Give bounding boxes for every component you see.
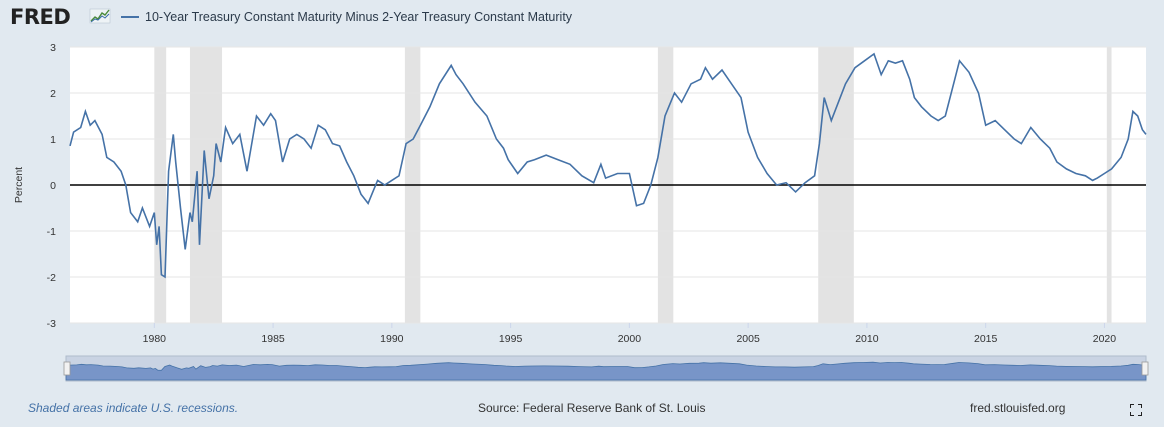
- y-axis-label: Percent: [13, 167, 25, 203]
- legend-swatch: [121, 16, 139, 18]
- y-tick-label: -2: [47, 272, 56, 284]
- y-tick-label: 2: [50, 88, 56, 100]
- x-tick-label: 1980: [143, 333, 167, 345]
- y-tick-label: 3: [50, 42, 56, 54]
- chart-legend[interactable]: 10-Year Treasury Constant Maturity Minus…: [121, 10, 572, 24]
- navigator-handle-right[interactable]: [1141, 361, 1149, 376]
- x-tick-label: 1995: [499, 333, 523, 345]
- x-tick-label: 2000: [618, 333, 642, 345]
- x-tick-label: 2020: [1093, 333, 1117, 345]
- navigator-handle-left[interactable]: [63, 361, 71, 376]
- recession-note: Shaded areas indicate U.S. recessions.: [28, 401, 239, 415]
- y-tick-label: -3: [47, 318, 56, 330]
- y-tick-label: 0: [50, 180, 56, 192]
- fred-logo[interactable]: FRED: [10, 5, 71, 29]
- fullscreen-icon[interactable]: [1130, 404, 1142, 416]
- legend-label: 10-Year Treasury Constant Maturity Minus…: [145, 10, 573, 24]
- source-text: Source: Federal Reserve Bank of St. Loui…: [478, 401, 706, 415]
- x-tick-label: 1990: [380, 333, 404, 345]
- navigator[interactable]: [63, 355, 1149, 382]
- navigator-series: [65, 361, 1147, 381]
- x-tick-label: 2015: [974, 333, 998, 345]
- y-tick-label: -1: [47, 226, 56, 238]
- x-tick-label: 2010: [855, 333, 879, 345]
- series-line: [69, 52, 1147, 279]
- line-graph-icon: [89, 8, 111, 24]
- x-tick-label: 2005: [736, 333, 760, 345]
- x-tick-label: 1985: [261, 333, 285, 345]
- y-tick-label: 1: [50, 134, 56, 146]
- site-link[interactable]: fred.stlouisfed.org: [970, 401, 1066, 415]
